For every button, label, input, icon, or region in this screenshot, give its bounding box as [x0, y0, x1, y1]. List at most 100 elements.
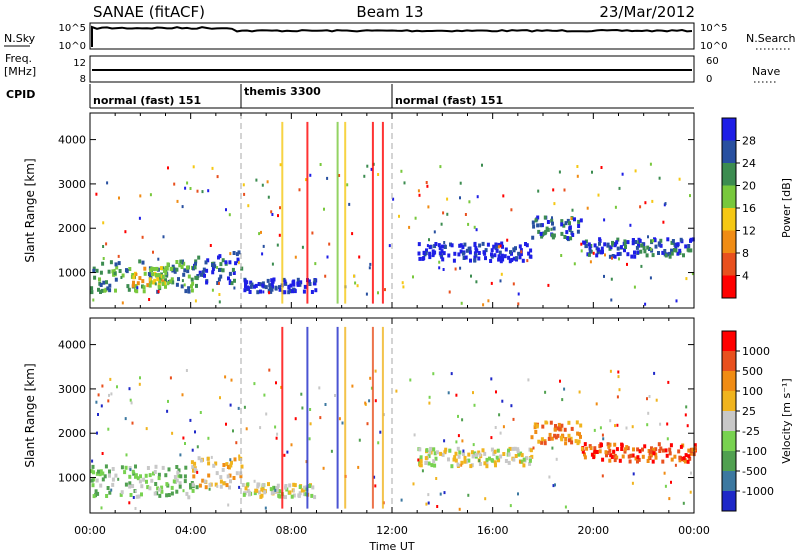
echo-cell: [409, 378, 412, 382]
echo-cell: [104, 464, 108, 469]
echo-cell: [614, 424, 616, 428]
echo-cell: [564, 221, 568, 226]
echo-cell: [645, 253, 649, 258]
echo-cell: [485, 464, 489, 469]
nave-tick-top: 60: [706, 56, 719, 67]
echo-cell: [433, 244, 437, 249]
echo-cell: [419, 455, 423, 460]
echo-cell: [258, 232, 261, 236]
echo-cell: [522, 457, 526, 462]
echo-cell: [629, 453, 633, 458]
echo-cell: [473, 258, 477, 263]
colorbar-segment: [722, 411, 736, 431]
echo-cell: [544, 420, 548, 425]
echo-cell: [550, 218, 554, 223]
echo-cell: [271, 262, 274, 266]
echo-cell: [552, 188, 555, 192]
echo-cell: [430, 463, 434, 468]
echo-cell: [324, 274, 327, 278]
echo-cell: [580, 242, 583, 246]
echo-cell: [618, 458, 622, 463]
echo-cell: [278, 233, 281, 237]
echo-cell: [206, 456, 210, 461]
echo-cell: [649, 276, 652, 280]
echo-cell: [298, 282, 302, 287]
echo-cell: [484, 497, 487, 501]
echo-cell: [434, 456, 438, 461]
echo-cell: [456, 462, 460, 467]
echo-cell: [573, 262, 576, 266]
echo-cell: [199, 411, 202, 414]
echo-cell: [166, 262, 170, 267]
velocity-colorbar: 1000 500 100 25 -25 -100 -500 -1000 Velocity [m …: [721, 330, 793, 512]
echo-cell: [608, 458, 612, 463]
echo-cell: [365, 292, 368, 296]
echo-cell: [303, 485, 307, 490]
echo-cell: [243, 405, 246, 409]
echo-cell: [307, 279, 311, 284]
echo-cell: [401, 281, 404, 285]
echo-cell: [483, 461, 487, 466]
echo-cell: [211, 166, 214, 170]
echo-cell: [207, 436, 210, 440]
echo-cell: [303, 284, 307, 289]
echo-cell: [165, 493, 169, 498]
echo-cell: [292, 489, 295, 493]
echo-cell: [270, 278, 274, 283]
colorbar-segment: [722, 163, 736, 186]
echo-cell: [90, 469, 94, 474]
echo-cell: [201, 478, 205, 483]
echo-cell: [253, 284, 256, 289]
echo-cell: [129, 468, 132, 472]
echo-cell: [644, 302, 647, 306]
echo-cell: [237, 406, 240, 410]
echo-cell: [448, 290, 451, 294]
echo-cell: [557, 422, 561, 427]
echo-cell: [206, 258, 210, 263]
echo-cell: [668, 254, 672, 259]
echo-cell: [190, 460, 194, 465]
echo-cell: [186, 181, 189, 185]
echo-cell: [92, 470, 95, 475]
echo-cell: [319, 163, 322, 166]
echo-cell: [346, 183, 349, 187]
echo-cell: [128, 387, 131, 391]
echo-cell: [471, 454, 475, 459]
echo-cell: [685, 405, 688, 409]
echo-cell: [400, 169, 403, 173]
echo-cell: [657, 251, 660, 255]
echo-cell: [157, 472, 161, 477]
echo-cell: [369, 262, 372, 266]
echo-cell: [428, 238, 430, 242]
echo-cell: [194, 469, 198, 473]
echo-cell: [563, 427, 567, 432]
echo-cell: [583, 452, 586, 457]
echo-cell: [425, 448, 429, 453]
echo-cell: [354, 281, 357, 285]
echo-cell: [458, 243, 462, 248]
echo-cell: [227, 503, 230, 507]
echo-cell: [294, 417, 297, 421]
echo-cell: [453, 455, 457, 460]
echo-cell: [500, 241, 504, 246]
echo-cell: [245, 427, 248, 431]
echo-cell: [379, 430, 382, 434]
echo-cell: [482, 250, 486, 255]
echo-cell: [296, 277, 300, 282]
echo-cell: [690, 471, 692, 475]
echo-cell: [175, 489, 179, 494]
echo-cell: [297, 493, 301, 498]
echo-cell: [182, 489, 185, 493]
echo-cell: [470, 274, 472, 278]
echo-cell: [427, 205, 430, 209]
echo-cell: [156, 486, 160, 491]
echo-cell: [105, 242, 108, 246]
echo-cell: [438, 266, 441, 270]
date-title: 23/Mar/2012: [599, 3, 695, 21]
echo-cell: [334, 394, 336, 397]
echo-cell: [664, 448, 668, 453]
echo-cell: [510, 404, 513, 408]
echo-cell: [148, 473, 152, 478]
echo-cell: [536, 223, 540, 228]
echo-cell: [260, 230, 262, 234]
